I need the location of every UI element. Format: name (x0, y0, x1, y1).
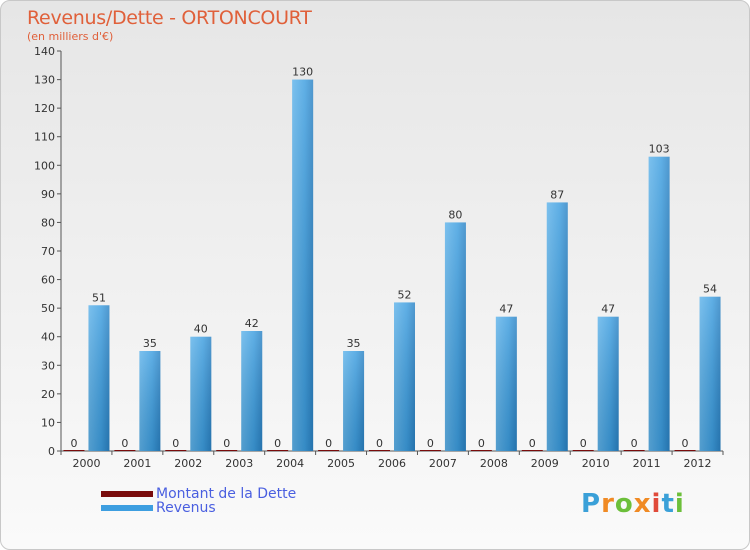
bar-revenus-shade (394, 302, 415, 451)
x-tick-label: 2005 (327, 457, 355, 470)
legend-label-debt: Montant de la Dette (156, 486, 297, 502)
y-tick-label: 0 (48, 445, 55, 458)
value-label-revenus: 40 (194, 323, 208, 336)
bar-dette (623, 450, 645, 451)
chart-subtitle: (en milliers d'€) (27, 30, 114, 43)
value-label-revenus: 47 (499, 303, 513, 316)
x-tick-label: 2001 (123, 457, 151, 470)
legend-swatch-debt (101, 491, 153, 497)
bar-dette (470, 450, 492, 451)
bar-revenus-shade (88, 305, 110, 451)
bar-revenus-shade (546, 202, 568, 451)
x-tick-label: 2000 (72, 457, 100, 470)
bar-revenus-shade (241, 331, 263, 451)
y-tick-label: 120 (34, 102, 55, 115)
legend-item-revenus: Revenus (101, 500, 216, 516)
value-label-dette: 0 (529, 437, 536, 450)
y-tick-label: 140 (34, 45, 55, 58)
value-label-revenus: 54 (703, 283, 717, 296)
value-label-dette: 0 (274, 437, 281, 450)
y-tick-label: 80 (41, 216, 55, 229)
y-tick-label: 130 (34, 74, 55, 87)
value-label-dette: 0 (478, 437, 485, 450)
y-tick-label: 100 (34, 159, 55, 172)
bar-revenus-shade (699, 296, 721, 451)
value-label-revenus: 80 (448, 208, 462, 221)
bar-dette (114, 450, 136, 451)
x-tick-label: 2009 (531, 457, 559, 470)
y-tick-label: 60 (41, 274, 55, 287)
bar-revenus-shade (292, 79, 314, 452)
value-label-dette: 0 (682, 437, 689, 450)
y-tick-label: 30 (41, 359, 55, 372)
bars (63, 79, 721, 452)
bar-revenus-shade (139, 351, 161, 451)
value-label-dette: 0 (376, 437, 383, 450)
bar-dette (419, 450, 441, 451)
bar-dette (216, 450, 238, 451)
bar-revenus-shade (597, 316, 619, 451)
labels: 0 10 20 30 40 50 60 70 80 90 100 110 120 130 140 0 51 200… (34, 45, 717, 470)
y-tick-label: 50 (41, 302, 55, 315)
x-tick-label: 2004 (276, 457, 304, 470)
x-tick-label: 2011 (633, 457, 661, 470)
value-label-dette: 0 (325, 437, 332, 450)
value-label-revenus: 35 (347, 337, 361, 350)
x-tick-label: 2007 (429, 457, 457, 470)
value-label-dette: 0 (427, 437, 434, 450)
value-label-dette: 0 (223, 437, 230, 450)
legend-item-debt: Montant de la Dette (101, 486, 296, 502)
value-label-revenus: 42 (245, 317, 259, 330)
x-tick-label: 2006 (378, 457, 406, 470)
x-tick-label: 2010 (582, 457, 610, 470)
x-tick-label: 2002 (174, 457, 202, 470)
y-tick-label: 10 (41, 416, 55, 429)
x-tick-label: 2008 (480, 457, 508, 470)
bar-dette (318, 450, 340, 451)
bar-dette (674, 450, 696, 451)
value-label-revenus: 87 (550, 188, 564, 201)
bar-dette (63, 450, 85, 451)
value-label-revenus: 35 (143, 337, 157, 350)
y-tick-label: 20 (41, 388, 55, 401)
bar-dette (572, 450, 594, 451)
value-label-revenus: 130 (292, 66, 313, 79)
y-tick-label: 70 (41, 245, 55, 258)
value-label-revenus: 47 (601, 303, 615, 316)
bar-revenus-shade (495, 316, 517, 451)
x-tick-label: 2003 (225, 457, 253, 470)
value-label-revenus: 103 (649, 143, 670, 156)
y-tick-label: 90 (41, 188, 55, 201)
bar-dette (267, 450, 289, 451)
value-label-dette: 0 (70, 437, 77, 450)
bar-revenus-shade (190, 336, 212, 451)
value-label-revenus: 51 (92, 291, 106, 304)
value-label-dette: 0 (631, 437, 638, 450)
bar-dette (369, 450, 390, 451)
value-label-dette: 0 (121, 437, 128, 450)
y-tick-label: 110 (34, 131, 55, 144)
bar-revenus-shade (444, 222, 466, 451)
proxiti-logo: Proxiti (581, 489, 685, 519)
legend-label-revenus: Revenus (156, 500, 216, 516)
x-tick-label: 2012 (684, 457, 712, 470)
value-label-revenus: 52 (398, 288, 412, 301)
legend-swatch-revenus (101, 505, 153, 511)
bar-dette (521, 450, 543, 451)
value-label-dette: 0 (172, 437, 179, 450)
y-tick-label: 40 (41, 331, 55, 344)
bar-dette (165, 450, 187, 451)
bar-revenus-shade (648, 156, 670, 451)
value-label-dette: 0 (580, 437, 587, 450)
bar-revenus-shade (343, 351, 365, 451)
chart-title: Revenus/Dette - ORTONCOURT (27, 7, 312, 29)
